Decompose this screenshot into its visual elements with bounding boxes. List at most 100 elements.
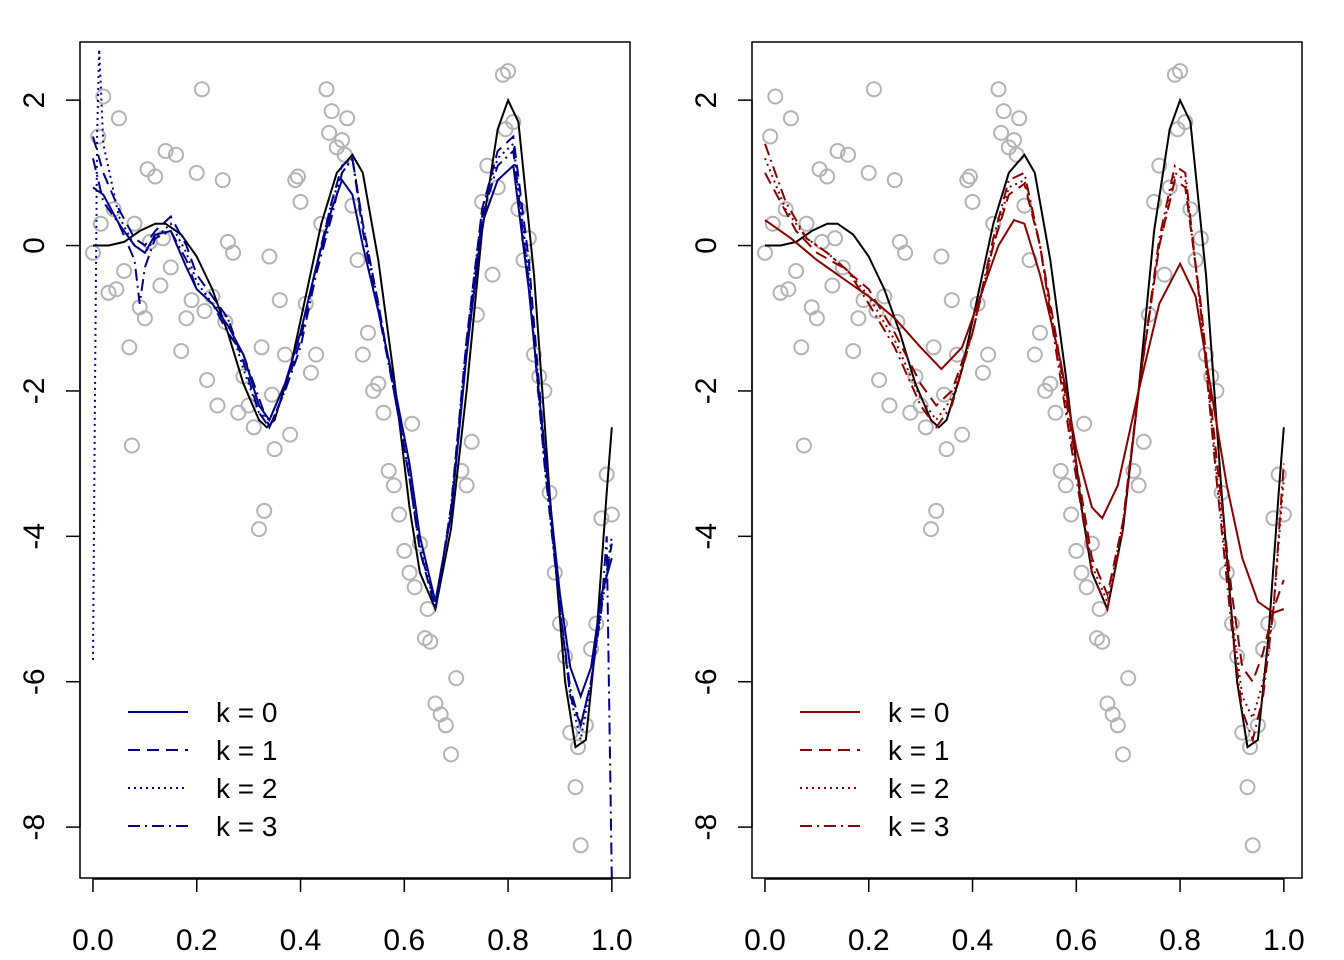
data-point xyxy=(422,633,439,650)
data-point xyxy=(318,81,335,98)
x-tick-label: 0.6 xyxy=(383,924,425,957)
data-point xyxy=(396,542,413,559)
series-line-k0 xyxy=(92,163,613,700)
data-point xyxy=(881,397,898,414)
x-tick-label: 1.0 xyxy=(1263,924,1305,957)
data-point xyxy=(354,346,371,363)
data-point xyxy=(780,281,797,298)
data-point xyxy=(271,292,288,309)
data-point xyxy=(264,386,280,403)
data-point xyxy=(110,110,127,127)
x-tick-label: 0.8 xyxy=(1159,924,1201,957)
data-point xyxy=(567,779,584,796)
data-point xyxy=(240,397,257,414)
x-axis: 0.0 0.2 0.4 0.6 0.8 1.0 xyxy=(744,878,1305,957)
data-point xyxy=(980,346,997,363)
data-point xyxy=(570,739,587,756)
legend-label-k1: k = 1 xyxy=(888,735,949,766)
data-point xyxy=(147,168,164,185)
data-point xyxy=(985,215,1002,232)
data-point xyxy=(912,397,929,414)
data-point xyxy=(1130,477,1147,494)
true-function-line xyxy=(93,97,613,749)
data-point xyxy=(126,215,143,232)
data-point xyxy=(1057,477,1074,494)
data-point xyxy=(123,437,140,454)
data-point xyxy=(1255,641,1272,657)
data-point xyxy=(266,441,283,458)
data-point xyxy=(370,375,387,392)
data-point xyxy=(308,346,325,363)
data-point xyxy=(1234,724,1251,741)
data-point xyxy=(886,172,903,189)
data-point xyxy=(404,415,421,432)
data-point xyxy=(1172,63,1189,80)
y-tick-label: -2 xyxy=(18,378,51,405)
data-point xyxy=(116,263,133,279)
data-point xyxy=(795,437,812,454)
y-tick-label: 2 xyxy=(18,92,51,109)
observation-points xyxy=(85,63,620,854)
data-point xyxy=(277,346,293,363)
data-point xyxy=(757,244,773,261)
data-point xyxy=(391,506,408,523)
data-point xyxy=(928,502,945,519)
x-tick-label: 0.2 xyxy=(848,924,890,957)
legend: k = 0 k = 1 k = 2 k = 3 xyxy=(128,697,277,842)
data-point xyxy=(1239,779,1256,796)
x-tick-label: 0.4 xyxy=(952,924,994,957)
data-point xyxy=(95,88,112,105)
data-point xyxy=(168,146,184,163)
legend-label-k3: k = 3 xyxy=(216,811,277,842)
y-tick-label: -4 xyxy=(18,523,51,550)
data-point xyxy=(824,277,841,294)
data-point xyxy=(974,364,991,381)
data-point xyxy=(344,197,361,214)
series-line-k3 xyxy=(92,148,613,878)
data-point xyxy=(762,128,779,145)
data-point xyxy=(860,164,877,181)
data-point xyxy=(598,466,615,483)
data-point xyxy=(375,404,392,421)
data-point xyxy=(458,477,475,494)
legend-label-k0: k = 0 xyxy=(888,697,949,728)
data-point xyxy=(827,230,843,247)
data-point xyxy=(1026,346,1043,363)
data-point xyxy=(183,292,200,309)
data-point xyxy=(959,172,976,189)
data-point xyxy=(1109,717,1126,734)
y-tick-label: 0 xyxy=(690,237,723,254)
legend-label-k2: k = 2 xyxy=(216,773,277,804)
data-point xyxy=(162,259,179,276)
y-tick-label: -6 xyxy=(18,668,51,695)
y-tick-label: -8 xyxy=(690,814,723,841)
data-point xyxy=(938,441,955,458)
data-point xyxy=(923,521,939,538)
data-point xyxy=(178,310,195,327)
x-tick-label: 0.2 xyxy=(176,924,218,957)
data-point xyxy=(108,281,125,298)
data-point xyxy=(302,364,319,381)
data-point xyxy=(321,124,338,141)
data-point xyxy=(990,81,1007,98)
data-point xyxy=(152,277,169,294)
data-point xyxy=(193,81,210,98)
data-point xyxy=(105,201,122,218)
data-point xyxy=(443,746,459,763)
data-point xyxy=(834,259,851,276)
data-point xyxy=(230,404,247,421)
data-point xyxy=(1115,746,1131,763)
data-point xyxy=(334,132,350,149)
y-axis: -8 -6 -4 -2 0 2 xyxy=(690,92,753,841)
data-point xyxy=(961,168,978,185)
data-point xyxy=(251,521,267,538)
y-tick-label: 0 xyxy=(18,237,51,254)
legend-label-k2: k = 2 xyxy=(888,773,949,804)
y-axis: -8 -6 -4 -2 0 2 xyxy=(18,92,81,840)
data-point xyxy=(995,103,1012,120)
x-tick-label: 0.0 xyxy=(744,924,786,957)
data-point xyxy=(917,419,934,436)
legend: k = 0 k = 1 k = 2 k = 3 xyxy=(800,697,949,842)
data-point xyxy=(772,284,789,301)
